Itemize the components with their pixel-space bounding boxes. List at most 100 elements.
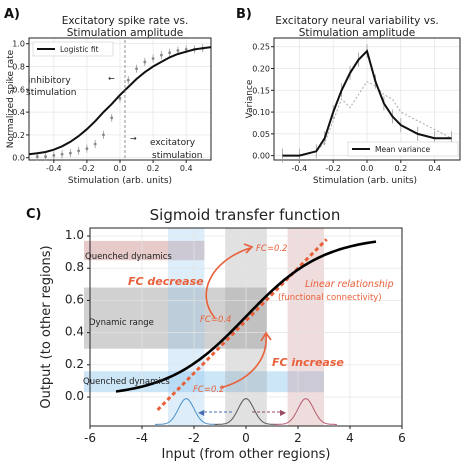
- fc-decrease-label: FC decrease: [128, 275, 204, 288]
- y-tick-label: 1.0: [65, 228, 84, 242]
- y-tick-label: 0.15: [252, 86, 270, 95]
- x-tick-label: -0.2: [325, 164, 341, 173]
- panel-b-ticks: -0.4 -0.2 0.0 0.2 0.4 0.00 0.05 0.10 0.15 0.20 0.2…: [252, 43, 441, 173]
- panel-a-data-point: [102, 133, 105, 137]
- panel-c-ylabel: Output (to other regions): [39, 245, 54, 408]
- panel-a: A) Excitatory spike rate vs. Stimulation…: [4, 7, 212, 186]
- region-label-quenched-bottom: Quenched dynamics: [83, 377, 170, 387]
- panel-b-legend: [347, 141, 459, 157]
- fc-mid-label: FC=0.4: [200, 315, 231, 325]
- panel-a-title-line2: Stimulation amplitude: [67, 27, 183, 39]
- y-tick-label: 0.6: [65, 292, 84, 306]
- panel-a-data-point: [110, 116, 114, 120]
- panel-a-data-point: [143, 60, 147, 64]
- panel-a-data-point: [184, 48, 188, 51]
- y-tick-label: 0.4: [65, 325, 84, 339]
- functional-connectivity-label: (functional connectivity): [278, 293, 382, 303]
- output-region-band: [84, 287, 267, 349]
- panel-b-ylabel: Variance: [245, 79, 255, 118]
- panel-b-legend-label: Mean variance: [375, 145, 430, 154]
- panel-a-data-point: [151, 57, 155, 60]
- panel-b-title-line1: Excitatory neural variability vs.: [275, 15, 439, 27]
- x-tick-label: 0.0: [361, 164, 374, 173]
- panel-a-data-point: [60, 152, 64, 156]
- fc-increase-arrow-head: [260, 331, 272, 342]
- y-tick-label: 0.10: [252, 108, 270, 117]
- fc-decrease-arrow-head: [243, 243, 254, 254]
- panel-c-letter: C): [26, 207, 41, 222]
- region-label-quenched-top: Quenched dynamics: [85, 252, 172, 262]
- y-tick-label: 0.0: [65, 389, 84, 403]
- panel-b-letter: B): [236, 7, 252, 22]
- y-tick-label: 0.25: [252, 43, 270, 52]
- panel-a-inhibitory-arrow: ←: [108, 74, 115, 83]
- panel-a-ticks: -0.4 -0.2 0.0 0.2 0.4 0.0 0.2 0.4 0.6 0.8 1.0: [12, 40, 192, 173]
- x-tick-label: -0.4: [46, 164, 62, 173]
- x-tick-label: -0.4: [292, 164, 308, 173]
- panel-a-title-line1: Excitatory spike rate vs.: [62, 15, 189, 27]
- panel-a-legend: [32, 41, 114, 57]
- y-tick-label: 0.8: [65, 260, 84, 274]
- panel-a-xlabel: Stimulation (arb. units): [68, 176, 172, 186]
- x-tick-label: 4: [346, 431, 354, 445]
- panel-b-xlabel: Stimulation (arb. units): [313, 176, 417, 186]
- x-tick-label: 0: [242, 431, 250, 445]
- panel-a-logistic-fit-line: [28, 46, 212, 156]
- fc-increase-label: FC increase: [272, 356, 344, 369]
- y-tick-label: 0.2: [12, 131, 25, 140]
- x-tick-label: -6: [84, 431, 96, 445]
- linear-relationship-line: [156, 238, 328, 411]
- y-tick-label: 0.05: [252, 130, 270, 139]
- panel-b: B) Excitatory neural variability vs. Sti…: [236, 7, 461, 186]
- panel-a-data-point: [93, 142, 97, 146]
- panel-a-plot: [28, 44, 212, 161]
- panel-c-plot: [115, 238, 377, 425]
- y-tick-label: 0.0: [12, 154, 25, 163]
- panel-c-ticks: -6 -4 -2 0 2 4 6 0.0 0.2 0.4 0.6 0.8 1.0: [65, 228, 406, 445]
- panel-a-data-point: [85, 147, 89, 150]
- panel-a-legend-label: Logistic fit: [60, 45, 99, 54]
- panel-a-inhibitory-line2: stimulation: [26, 88, 76, 98]
- panel-a-data-point: [126, 78, 130, 82]
- region-label-dynamic-range: Dynamic range: [89, 318, 154, 328]
- x-tick-label: 0.4: [180, 164, 193, 173]
- panel-a-letter: A): [4, 7, 20, 22]
- x-tick-label: 0.0: [114, 164, 127, 173]
- panel-a-data-point: [44, 155, 47, 158]
- panel-a-excitatory-line1: excitatory: [150, 138, 196, 148]
- x-tick-label: -2: [188, 431, 200, 445]
- y-tick-label: 1.0: [12, 40, 25, 49]
- panel-a-excitatory-arrow: →: [130, 134, 137, 143]
- panel-a-data-point: [176, 49, 180, 52]
- x-tick-label: -0.2: [79, 164, 95, 173]
- panel-b-dotted-series: [282, 80, 452, 157]
- bump-arrow-right-head: ▶: [280, 408, 287, 417]
- x-tick-label: 2: [294, 431, 302, 445]
- x-tick-label: -4: [136, 431, 148, 445]
- fc-decrease-arrow: [205, 247, 251, 319]
- panel-a-data-point: [118, 97, 122, 100]
- panel-b-plot: [282, 44, 452, 163]
- panel-a-data-point: [52, 154, 56, 157]
- bump-arrow-left-head: ◀: [198, 408, 205, 417]
- y-tick-label: 0.2: [65, 357, 84, 371]
- panel-a-data-point: [168, 51, 172, 55]
- panel-a-excitatory-line2: stimulation: [152, 151, 202, 161]
- panel-c: C) Sigmoid transfer function -6 -4 -2 0 2 4 6 0…: [26, 206, 406, 462]
- panel-a-data-point: [35, 155, 39, 158]
- panel-a-inhibitory-line1: inhibitory: [28, 76, 71, 86]
- x-tick-label: 0.2: [147, 164, 160, 173]
- panel-c-xlabel: Input (from other regions): [162, 447, 331, 462]
- panel-b-mean-variance-line: [282, 49, 452, 157]
- panel-a-ylabel: Normalized spike rate: [6, 49, 16, 148]
- panel-c-title: Sigmoid transfer function: [150, 206, 341, 224]
- y-tick-label: 0.20: [252, 65, 270, 74]
- y-tick-label: 0.4: [12, 108, 25, 117]
- sigmoid-curve: [115, 240, 377, 393]
- linear-relationship-label: Linear relationship: [305, 279, 394, 290]
- fc-increase-arrow: [219, 334, 267, 389]
- input-distribution-bump: [214, 398, 278, 425]
- panel-a-data-point: [77, 149, 81, 153]
- x-tick-label: 0.4: [428, 164, 441, 173]
